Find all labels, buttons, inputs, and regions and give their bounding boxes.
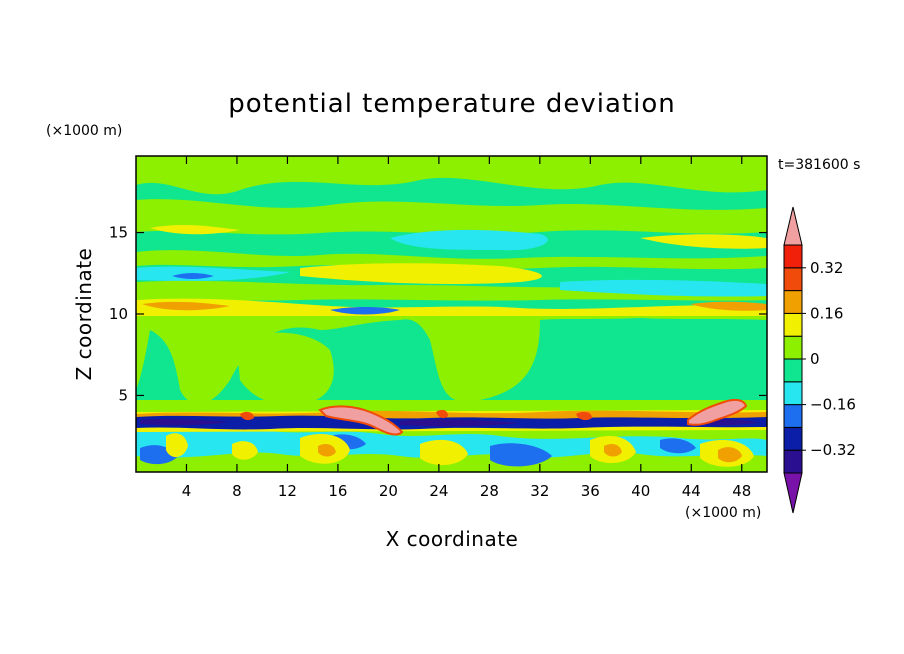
contour-lower-yellow-5 bbox=[166, 433, 188, 458]
contour-yellow-15km bbox=[150, 224, 240, 235]
x-tick-label: 44 bbox=[682, 482, 701, 500]
contour-cyan-12km bbox=[136, 266, 290, 282]
colorbar-swatch bbox=[783, 358, 803, 383]
contour-yellow-10km bbox=[136, 298, 767, 316]
contour-green-13km bbox=[136, 250, 767, 270]
colorbar-swatch bbox=[783, 404, 803, 428]
x-tick-label: 48 bbox=[732, 482, 751, 500]
contour-inversion-purple bbox=[140, 419, 230, 426]
time-label: t=381600 s bbox=[778, 157, 860, 173]
x-tick-label: 36 bbox=[581, 482, 600, 500]
colorbar-swatch bbox=[783, 381, 803, 406]
x-tick-label: 12 bbox=[278, 482, 297, 500]
colorbar-label: −0.16 bbox=[810, 396, 856, 414]
x-tick-label: 20 bbox=[379, 482, 398, 500]
contour-midlevel-green-2 bbox=[236, 332, 334, 406]
contour-lower-blue-2 bbox=[490, 443, 552, 467]
contour-cyan-11km bbox=[560, 279, 767, 297]
y-axis-title: Z coordinate bbox=[72, 248, 96, 381]
y-tick-label: 5 bbox=[118, 386, 128, 404]
colorbar-under-triangle bbox=[783, 472, 803, 514]
contour-pink-43-46km bbox=[687, 398, 748, 426]
contour-upper-green-2 bbox=[136, 199, 767, 235]
colorbar-swatch bbox=[783, 267, 803, 292]
x-tick-label: 4 bbox=[182, 482, 192, 500]
x-tick-label: 8 bbox=[232, 482, 242, 500]
contour-blue-12km bbox=[172, 273, 214, 279]
plot-area bbox=[136, 156, 767, 472]
x-axis: 4 8 12 16 20 24 28 32 36 40 44 48 bbox=[182, 156, 751, 500]
colorbar-over-triangle bbox=[783, 206, 803, 246]
colorbar-swatch bbox=[783, 426, 803, 451]
contour-red-spot-2 bbox=[576, 411, 592, 421]
x-tick-label: 24 bbox=[429, 482, 448, 500]
colorbar-label: 0.16 bbox=[810, 304, 843, 322]
colorbar-swatch bbox=[783, 290, 803, 314]
contour-blue-10km bbox=[330, 307, 400, 315]
colorbar: −0.32 −0.16 0 0.16 0.32 bbox=[783, 206, 856, 514]
y-tick-label: 10 bbox=[109, 305, 128, 323]
contour-orange-10km-2 bbox=[690, 301, 767, 311]
contour-orange-10km bbox=[142, 301, 230, 311]
contour-pink-16-20km bbox=[318, 405, 404, 436]
contour-lower-yellow-6 bbox=[232, 441, 258, 460]
x-tick-label: 32 bbox=[530, 482, 549, 500]
contour-green-11km bbox=[136, 280, 767, 301]
contour-lower-yellow-2 bbox=[420, 439, 468, 466]
chart-title: potential temperature deviation bbox=[228, 89, 675, 119]
contour-lower-blue-4 bbox=[660, 438, 696, 454]
x-tick-label: 28 bbox=[480, 482, 499, 500]
contour-upper-green bbox=[136, 156, 767, 195]
y-axis: 5 10 15 bbox=[109, 224, 767, 404]
colorbar-swatch bbox=[783, 244, 803, 269]
contour-red-spot-1 bbox=[436, 409, 448, 419]
contour-cyan-14km bbox=[390, 229, 548, 251]
x-tick-label: 16 bbox=[328, 482, 347, 500]
contour-red-spot-3 bbox=[240, 411, 254, 421]
colorbar-label: 0.32 bbox=[810, 259, 843, 277]
colorbar-swatch bbox=[783, 449, 803, 474]
contour-lower-orange-2 bbox=[718, 447, 742, 463]
y-unit-label: (×1000 m) bbox=[46, 123, 122, 139]
x-unit-label: (×1000 m) bbox=[685, 505, 761, 521]
contour-lower-orange-3 bbox=[604, 444, 622, 457]
contour-inversion-purple-2 bbox=[400, 419, 520, 427]
x-tick-label: 40 bbox=[631, 482, 650, 500]
y-tick-label: 15 bbox=[109, 224, 128, 242]
colorbar-swatch bbox=[783, 312, 803, 337]
colorbar-label: 0 bbox=[810, 350, 820, 368]
contour-yellow-15km-2 bbox=[640, 234, 767, 249]
colorbar-swatch bbox=[783, 335, 803, 360]
contour-lower-orange-1 bbox=[318, 444, 336, 457]
contour-midlevel-green bbox=[136, 316, 767, 404]
colorbar-label: −0.32 bbox=[810, 441, 856, 459]
contour-yellow-12km bbox=[300, 263, 542, 284]
x-axis-title: X coordinate bbox=[386, 527, 519, 551]
